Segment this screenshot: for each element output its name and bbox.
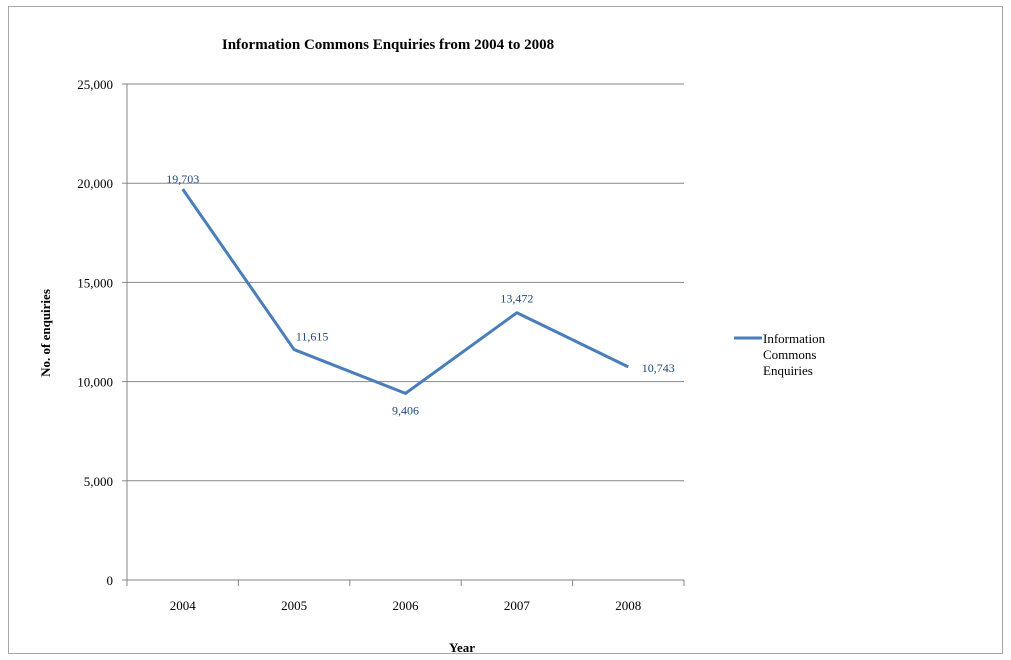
chart-title: Information Commons Enquiries from 2004 … xyxy=(222,37,554,53)
x-axis-title: Year xyxy=(449,640,475,655)
data-label: 13,472 xyxy=(500,292,533,306)
y-tick-label: 15,000 xyxy=(77,275,113,290)
y-tick-label: 20,000 xyxy=(77,176,113,191)
y-tick-label: 0 xyxy=(107,573,114,588)
x-tick-label: 2004 xyxy=(170,598,197,613)
y-tick-label: 5,000 xyxy=(84,474,113,489)
y-axis-title: No. of enquiries xyxy=(38,289,53,377)
y-tick-label: 25,000 xyxy=(77,77,113,92)
data-label: 19,703 xyxy=(166,172,199,186)
series-line xyxy=(181,188,629,395)
x-tick-label: 2007 xyxy=(504,598,531,613)
x-tick-label: 2008 xyxy=(615,598,641,613)
y-tick-label: 10,000 xyxy=(77,375,113,390)
data-label: 11,615 xyxy=(296,330,329,344)
legend: Information Commons Enquiries xyxy=(734,331,826,378)
data-label: 9,406 xyxy=(392,403,419,417)
legend-label: Information Commons Enquiries xyxy=(763,331,826,378)
x-tick-label: 2005 xyxy=(281,598,307,613)
x-tick-label: 2006 xyxy=(393,598,420,613)
chart-frame xyxy=(8,6,1003,654)
data-label: 10,743 xyxy=(642,361,675,375)
